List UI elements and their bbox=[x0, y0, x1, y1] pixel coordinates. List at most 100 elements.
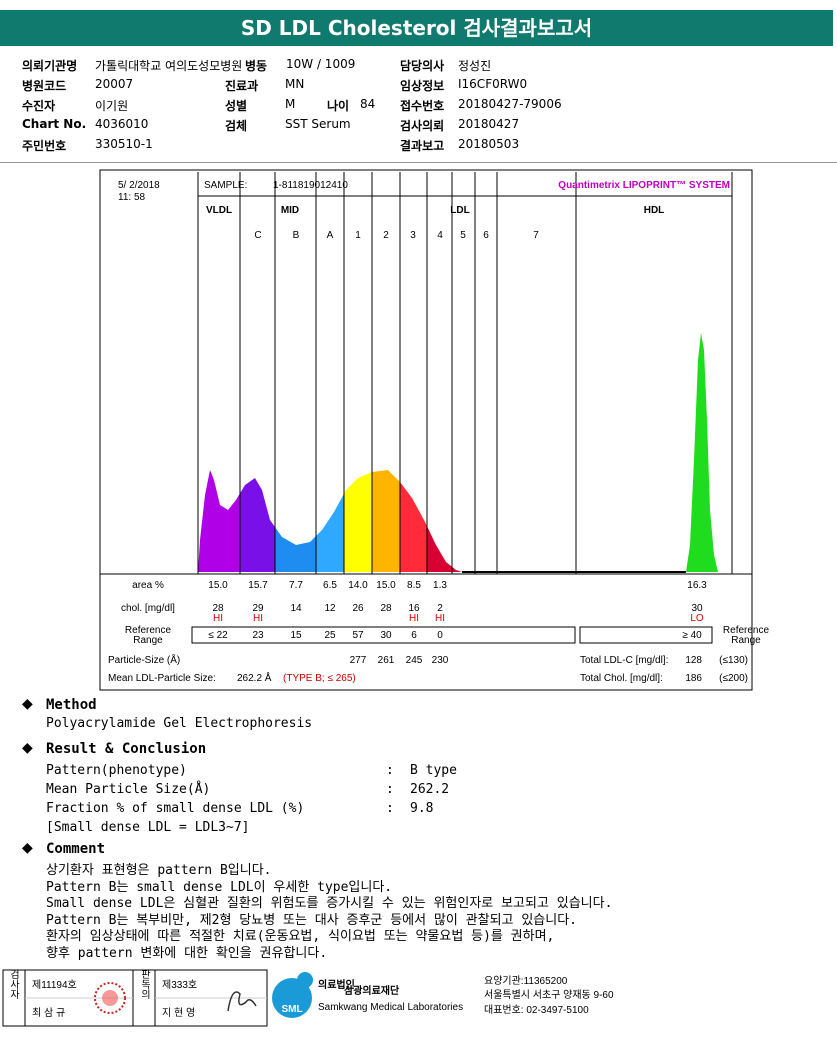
org-code: 요양기관:11365200 bbox=[484, 975, 568, 987]
field-label: 검체 bbox=[225, 119, 248, 133]
reader-name: 지 현 영 bbox=[162, 1007, 195, 1019]
flag: LO bbox=[690, 613, 704, 624]
field-value: 20180427-79006 bbox=[458, 97, 562, 111]
comment-line: 상기환자 표현형은 pattern B입니다. bbox=[46, 863, 272, 878]
area-value: 15.7 bbox=[248, 580, 268, 591]
row-label: Particle-Size (Å) bbox=[108, 653, 180, 666]
reference-value: 23 bbox=[252, 630, 264, 641]
area-value: 15.0 bbox=[208, 580, 228, 591]
chol-value: 29 bbox=[252, 603, 264, 614]
flag: HI bbox=[253, 613, 263, 624]
footer: SML 검사자 판독의 제11194호 최 삼 규 제333호 지 현 영 의료… bbox=[0, 966, 837, 1036]
field-label: 성별 bbox=[225, 99, 248, 113]
band-label: MID bbox=[281, 205, 299, 216]
org-address: 서울특별시 서초구 양재동 9-60 bbox=[484, 989, 614, 1001]
row-label: Total Chol. [mg/dl]: bbox=[580, 673, 663, 684]
flag: HI bbox=[409, 613, 419, 624]
run-date: 5/ 2/2018 bbox=[118, 180, 160, 191]
chol-value: 14 bbox=[290, 603, 302, 614]
ref-box bbox=[579, 626, 713, 644]
field-label: 나이 bbox=[327, 99, 350, 113]
report-title: SD LDL Cholesterol 검사결과보고서 bbox=[0, 10, 833, 46]
flag: HI bbox=[435, 613, 445, 624]
field-value: 330510-1 bbox=[95, 137, 153, 151]
ref-box bbox=[191, 626, 576, 644]
field-value: SST Serum bbox=[285, 117, 351, 131]
results-table: area % chol. [mg/dl] 15.0 15.7 7.7 6.5 14.0 15.… bbox=[108, 580, 770, 684]
field-label: 병원코드 bbox=[22, 79, 67, 93]
field-label: 접수번호 bbox=[400, 99, 445, 113]
chol-value: 30 bbox=[691, 603, 703, 614]
row-label: 128 bbox=[685, 655, 702, 666]
comment-line: 향후 pattern 변화에 대한 확인을 권유합니다. bbox=[46, 945, 328, 961]
subband-label: A bbox=[327, 230, 334, 241]
field-value: 20007 bbox=[95, 77, 134, 91]
row-label: (≤200) bbox=[719, 673, 748, 684]
field-value: 84 bbox=[360, 97, 376, 111]
row-label: Reference Range bbox=[125, 625, 172, 646]
section-title: Result & Conclusion bbox=[46, 741, 207, 757]
subband-label: C bbox=[254, 230, 261, 241]
row-label: (TYPE B; ≤ 265) bbox=[283, 673, 356, 684]
row-label: (≤130) bbox=[719, 655, 748, 666]
result-value: B type bbox=[410, 763, 457, 778]
comment-line: Pattern B는 복부비만, 제2형 당뇨병 또는 대사 증후군 등에서 많… bbox=[46, 912, 577, 928]
result-label: Mean Particle Size(Å) bbox=[46, 782, 211, 797]
area-value: 6.5 bbox=[323, 580, 337, 591]
logo bbox=[272, 978, 312, 1018]
reference-value: ≤ 22 bbox=[208, 630, 228, 641]
row-label: Mean LDL-Particle Size: bbox=[108, 673, 216, 684]
band-label: HDL bbox=[644, 205, 665, 216]
area-value: 16.3 bbox=[687, 580, 707, 591]
row-label: area % bbox=[132, 580, 164, 591]
chol-value: 16 bbox=[408, 603, 420, 614]
result-sep: : bbox=[386, 801, 394, 816]
lipoprint-figure: 5/ 2/2018 11: 58 SAMPLE: 1-811819012410 … bbox=[99, 169, 770, 691]
bullet: ◆ bbox=[22, 696, 33, 712]
particle-size: 261 bbox=[378, 655, 395, 666]
row-label: 262.2 Å bbox=[237, 671, 272, 684]
logo-text: SML bbox=[281, 1004, 302, 1015]
subband-label: 7 bbox=[533, 230, 539, 241]
chol-value: 2 bbox=[437, 603, 443, 614]
run-time: 11: 58 bbox=[118, 192, 145, 203]
field-label: 담당의사 bbox=[400, 59, 445, 73]
figure-frame bbox=[99, 169, 753, 691]
reference-value: 30 bbox=[380, 630, 392, 641]
section-title: Comment bbox=[46, 841, 106, 857]
subband-label: 1 bbox=[355, 230, 361, 241]
field-label: 결과보고 bbox=[400, 139, 445, 153]
field-label: 병동 bbox=[245, 59, 268, 73]
result-sep: : bbox=[386, 782, 394, 797]
subband-label: 5 bbox=[460, 230, 466, 241]
field-value: 20180503 bbox=[458, 137, 520, 151]
method-text: Polyacrylamide Gel Electrophoresis bbox=[46, 716, 313, 731]
field-value: I16CF0RW0 bbox=[458, 77, 528, 91]
section-title: Method bbox=[46, 697, 97, 713]
flag: HI bbox=[213, 613, 223, 624]
field-value: MN bbox=[285, 77, 305, 91]
result-value: 9.8 bbox=[410, 801, 434, 816]
subband-label: 4 bbox=[437, 230, 443, 241]
reference-value: 15 bbox=[290, 630, 302, 641]
row-label: chol. [mg/dl] bbox=[121, 603, 175, 614]
field-label: 주민번호 bbox=[22, 139, 67, 153]
reader-no: 제333호 bbox=[162, 979, 197, 991]
sample-label: SAMPLE: bbox=[204, 180, 247, 191]
subband-label: B bbox=[293, 230, 300, 241]
seal bbox=[94, 982, 126, 1014]
band-labels: VLDL MID LDL HDL C B A 1 2 3 4 5 6 7 bbox=[206, 205, 664, 241]
particle-size: 230 bbox=[432, 655, 449, 666]
result-note: [Small dense LDL = LDL3~7] bbox=[46, 820, 250, 835]
field-label: 검사의뢰 bbox=[400, 119, 445, 133]
reference-value: 25 bbox=[324, 630, 336, 641]
band-dividers bbox=[197, 172, 733, 574]
org-type: 의료법인 bbox=[318, 978, 355, 991]
sample-id: 1-811819012410 bbox=[273, 180, 348, 191]
comment-line: Pattern B는 small dense LDL이 우세한 type입니다. bbox=[46, 879, 393, 895]
area-value: 15.0 bbox=[376, 580, 396, 591]
tester-no: 제11194호 bbox=[32, 979, 77, 991]
band-label: VLDL bbox=[206, 205, 232, 216]
field-label: 수진자 bbox=[22, 99, 56, 113]
